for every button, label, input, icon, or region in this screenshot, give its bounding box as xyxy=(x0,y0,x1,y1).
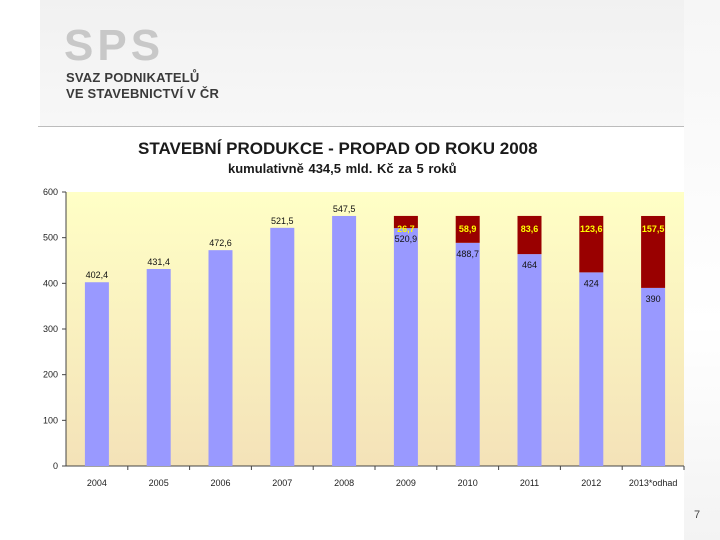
sps-logo: SPS xyxy=(64,26,164,66)
chart-subtitle: kumulativně 434,5 mld. Kč za 5 roků xyxy=(228,161,457,176)
x-tick-label: 2007 xyxy=(272,478,292,488)
bar-decline-2012 xyxy=(579,215,604,273)
x-tick-label: 2011 xyxy=(520,478,539,488)
production-data-label: 520,9 xyxy=(395,234,418,244)
y-tick-label: 0 xyxy=(53,461,58,471)
production-data-label: 472,6 xyxy=(209,238,232,248)
sps-logo-letters: SPS xyxy=(64,26,164,66)
bar-production-2013*odhad xyxy=(641,287,666,466)
bar-production-2004 xyxy=(84,282,109,466)
x-tick-label: 2009 xyxy=(396,478,416,488)
bar-decline-2009 xyxy=(393,215,418,229)
decline-data-label: 83,6 xyxy=(521,224,539,234)
y-tick-label: 200 xyxy=(43,370,58,380)
bar-production-2011 xyxy=(517,254,542,466)
bar-production-2010 xyxy=(455,242,480,466)
production-data-label: 488,7 xyxy=(456,249,479,259)
production-data-label: 424 xyxy=(584,278,599,288)
bar-decline-2010 xyxy=(455,215,480,243)
decline-data-label: 58,9 xyxy=(459,224,477,234)
slide-edge-shade xyxy=(684,0,720,540)
y-tick-label: 600 xyxy=(43,187,58,197)
production-data-label: 431,4 xyxy=(147,257,170,267)
bar-production-2009 xyxy=(393,228,418,466)
bar-decline-2011 xyxy=(517,215,542,255)
x-tick-label: 2006 xyxy=(210,478,230,488)
y-tick-label: 400 xyxy=(43,278,58,288)
production-data-label: 402,4 xyxy=(86,270,109,280)
decline-data-label: 26,7 xyxy=(397,224,415,234)
x-tick-label: 2008 xyxy=(334,478,354,488)
bar-production-2005 xyxy=(146,268,171,466)
chart-title: STAVEBNÍ PRODUKCE - PROPAD OD ROKU 2008 xyxy=(138,139,538,158)
decline-data-label: 157,5 xyxy=(642,224,665,234)
bar-production-2007 xyxy=(270,227,295,466)
y-tick-label: 300 xyxy=(43,324,58,334)
production-data-label: 464 xyxy=(522,260,537,270)
bar-decline-2013*odhad xyxy=(641,215,666,288)
bar-production-2008 xyxy=(332,215,357,466)
page-number: 7 xyxy=(694,509,701,521)
x-tick-label: 2013*odhad xyxy=(629,478,678,488)
production-data-label: 521,5 xyxy=(271,216,294,226)
decline-data-label: 123,6 xyxy=(580,224,603,234)
x-tick-label: 2012 xyxy=(581,478,601,488)
brand-name-line-2: VE STAVEBNICTVÍ V ČR xyxy=(66,86,220,101)
y-tick-label: 500 xyxy=(43,233,58,243)
bar-production-2006 xyxy=(208,250,233,466)
x-tick-label: 2005 xyxy=(149,478,169,488)
x-tick-label: 2010 xyxy=(458,478,478,488)
production-data-label: 390 xyxy=(646,294,661,304)
x-tick-label: 2004 xyxy=(87,478,107,488)
bar-production-2012 xyxy=(579,272,604,466)
production-data-label: 547,5 xyxy=(333,204,356,214)
y-tick-label: 100 xyxy=(43,415,58,425)
brand-name-line-1: SVAZ PODNIKATELŮ xyxy=(66,70,200,85)
